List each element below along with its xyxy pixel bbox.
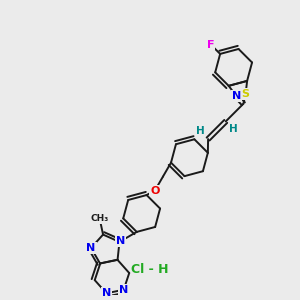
- Text: Cl - H: Cl - H: [131, 263, 169, 276]
- Text: O: O: [150, 186, 160, 196]
- Text: H: H: [229, 124, 238, 134]
- Text: N: N: [116, 236, 125, 246]
- Text: N: N: [119, 285, 128, 295]
- Text: CH₃: CH₃: [91, 214, 109, 223]
- Text: N: N: [232, 91, 241, 101]
- Text: H: H: [196, 126, 205, 136]
- Text: N: N: [102, 288, 111, 298]
- Text: N: N: [86, 243, 96, 253]
- Text: S: S: [242, 89, 250, 99]
- Text: F: F: [207, 40, 214, 50]
